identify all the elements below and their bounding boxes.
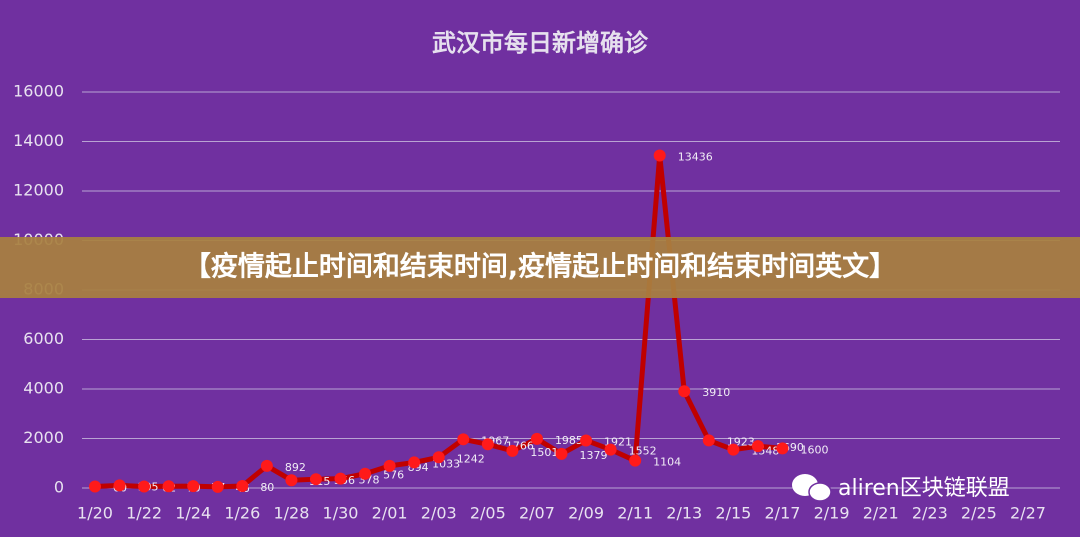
data-label: 1242 xyxy=(457,452,485,465)
data-label: 1379 xyxy=(580,449,608,462)
y-tick-label: 0 xyxy=(54,478,64,497)
x-tick-label: 1/22 xyxy=(126,504,162,523)
y-tick-label: 4000 xyxy=(23,379,64,398)
data-point xyxy=(162,480,175,493)
x-tick-label: 1/20 xyxy=(77,504,113,523)
data-point xyxy=(408,456,421,469)
x-tick-label: 2/01 xyxy=(372,504,408,523)
x-tick-label: 1/28 xyxy=(273,504,309,523)
data-point xyxy=(678,385,691,398)
data-label: 1600 xyxy=(800,443,828,456)
x-tick-label: 2/11 xyxy=(617,504,653,523)
data-label: 3910 xyxy=(702,386,730,399)
data-label: 892 xyxy=(285,461,306,474)
data-point xyxy=(580,434,593,447)
data-point xyxy=(555,447,568,460)
y-tick-label: 16000 xyxy=(13,82,64,101)
banner-text: 【疫情起止时间和结束时间,疫情起止时间和结束时间英文】 xyxy=(184,251,896,283)
x-tick-label: 2/03 xyxy=(421,504,457,523)
x-tick-label: 2/07 xyxy=(519,504,555,523)
data-point xyxy=(138,480,151,493)
watermark-icon xyxy=(792,474,832,502)
x-tick-label: 2/05 xyxy=(470,504,506,523)
data-label: 1501 xyxy=(530,446,558,459)
y-tick-label: 12000 xyxy=(13,181,64,200)
data-point xyxy=(89,480,101,493)
chart-title: 武汉市每日新增确诊 xyxy=(432,29,649,57)
data-point xyxy=(113,479,126,492)
x-tick-label: 2/17 xyxy=(765,504,801,523)
y-tick-label: 14000 xyxy=(13,131,64,150)
data-point xyxy=(211,480,224,493)
data-point xyxy=(359,467,372,480)
y-tick-label: 2000 xyxy=(23,428,64,447)
watermark: aliren区块链联盟 xyxy=(838,476,1010,501)
data-point xyxy=(604,443,617,456)
x-tick-label: 2/19 xyxy=(814,504,850,523)
data-point xyxy=(383,459,396,472)
data-point xyxy=(702,434,715,447)
data-point xyxy=(187,480,200,493)
x-tick-label: 1/30 xyxy=(323,504,359,523)
data-point xyxy=(457,433,470,446)
x-tick-label: 1/26 xyxy=(224,504,260,523)
data-point xyxy=(334,472,347,485)
x-tick-label: 2/21 xyxy=(863,504,899,523)
data-label: 80 xyxy=(260,481,274,494)
x-tick-label: 1/24 xyxy=(175,504,211,523)
data-point xyxy=(751,440,764,453)
data-point xyxy=(309,473,322,486)
x-tick-label: 2/15 xyxy=(715,504,751,523)
data-point xyxy=(653,149,666,162)
x-tick-label: 2/25 xyxy=(961,504,997,523)
x-tick-label: 2/13 xyxy=(666,504,702,523)
banner-background xyxy=(0,237,1080,298)
data-point xyxy=(727,443,740,456)
data-point xyxy=(530,432,543,445)
data-point xyxy=(236,480,249,493)
data-point xyxy=(506,444,519,457)
data-point xyxy=(260,459,273,472)
data-label: 1104 xyxy=(653,456,681,469)
data-point xyxy=(432,451,445,464)
data-point xyxy=(285,474,298,487)
data-point xyxy=(481,438,494,451)
x-tick-label: 2/23 xyxy=(912,504,948,523)
data-label: 576 xyxy=(383,469,404,482)
y-tick-label: 6000 xyxy=(23,329,64,348)
data-point xyxy=(776,442,789,455)
data-label: 1552 xyxy=(629,445,657,458)
data-label: 1985 xyxy=(555,434,583,447)
x-tick-label: 2/09 xyxy=(568,504,604,523)
data-point xyxy=(629,454,642,467)
data-label: 13436 xyxy=(678,150,713,163)
x-tick-label: 2/27 xyxy=(1010,504,1046,523)
